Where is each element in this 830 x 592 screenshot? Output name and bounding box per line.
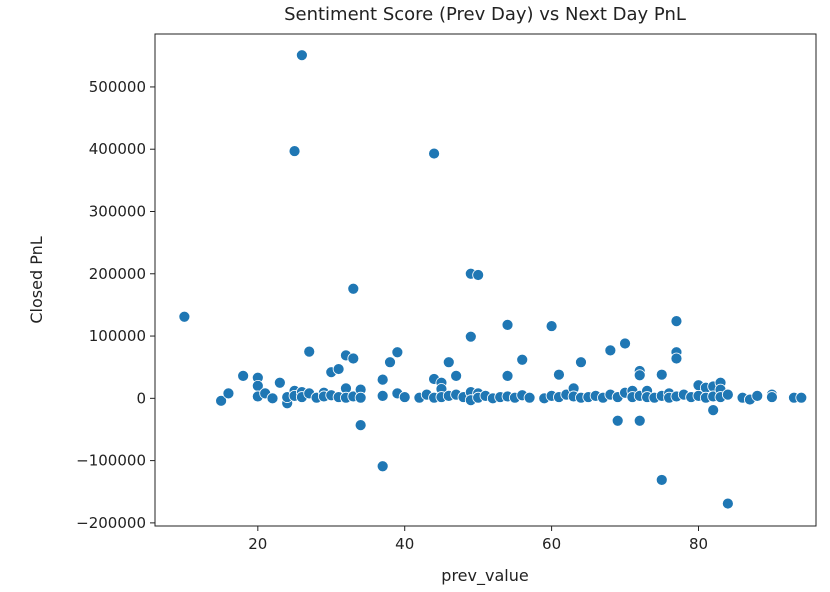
scatter-point <box>464 330 477 343</box>
scatter-point <box>450 370 463 382</box>
scatter-point <box>273 376 286 389</box>
scatter-point <box>354 419 367 432</box>
scatter-point <box>237 370 250 382</box>
y-tick-label: 200000 <box>89 265 146 283</box>
y-axis: −200000 −100000 0 100000 200000 300000 400000 5… <box>76 78 155 532</box>
scatter-point <box>215 394 228 407</box>
plot-area-frame <box>154 33 817 527</box>
x-tick-label: 60 <box>542 535 561 553</box>
y-tick-label: 400000 <box>89 140 146 158</box>
scatter-point <box>501 318 514 331</box>
y-tick-label: 500000 <box>89 78 146 96</box>
scatter-point <box>303 345 316 358</box>
scatter-point <box>575 356 587 369</box>
scatter-point <box>376 389 389 402</box>
x-axis-label: prev_value <box>441 566 528 586</box>
scatter-point <box>347 352 360 365</box>
scatter-point <box>545 320 558 332</box>
scatter-point <box>619 337 631 350</box>
x-tick-label: 20 <box>248 535 267 553</box>
scatter-point <box>398 391 411 403</box>
scatter-point <box>376 460 389 473</box>
scatter-point <box>655 368 668 381</box>
scatter-point <box>472 269 485 281</box>
scatter-point <box>332 363 345 375</box>
scatter-point <box>751 389 764 402</box>
scatter-point <box>633 414 646 427</box>
scatter-point <box>178 310 191 323</box>
x-axis: 20 40 60 80 <box>248 526 708 553</box>
x-tick-label: 40 <box>395 535 414 553</box>
scatter-point <box>670 315 683 328</box>
scatter-point <box>604 344 617 357</box>
scatter-point <box>611 414 624 427</box>
y-tick-label: 300000 <box>89 202 146 220</box>
data-points <box>178 49 808 510</box>
y-axis-label: Closed PnL <box>27 236 46 323</box>
scatter-point <box>347 282 360 295</box>
y-tick-label: −100000 <box>76 452 146 470</box>
scatter-point <box>295 49 308 62</box>
scatter-point <box>428 147 440 160</box>
scatter-point <box>721 497 734 510</box>
scatter-point <box>766 391 778 403</box>
scatter-point <box>501 370 514 382</box>
scatter-point <box>795 391 808 404</box>
scatter-point <box>442 356 455 369</box>
scatter-point <box>707 404 720 417</box>
scatter-point <box>376 373 389 386</box>
x-tick-label: 80 <box>689 535 708 553</box>
scatter-point <box>633 369 646 382</box>
chart-title: Sentiment Score (Prev Day) vs Next Day P… <box>284 4 686 25</box>
y-tick-label: 0 <box>136 389 146 407</box>
scatter-point <box>222 387 235 400</box>
scatter-point <box>721 388 734 401</box>
scatter-point <box>354 391 367 404</box>
scatter-point <box>384 356 396 369</box>
scatter-point <box>516 353 529 366</box>
y-tick-label: −200000 <box>76 514 146 532</box>
scatter-point <box>655 474 668 486</box>
scatter-point <box>288 145 301 157</box>
scatter-point <box>266 392 279 405</box>
y-tick-label: 100000 <box>89 327 146 345</box>
scatter-point <box>523 391 536 404</box>
scatter-point <box>553 368 565 381</box>
scatter-point <box>391 346 404 359</box>
scatter-point <box>670 352 683 365</box>
